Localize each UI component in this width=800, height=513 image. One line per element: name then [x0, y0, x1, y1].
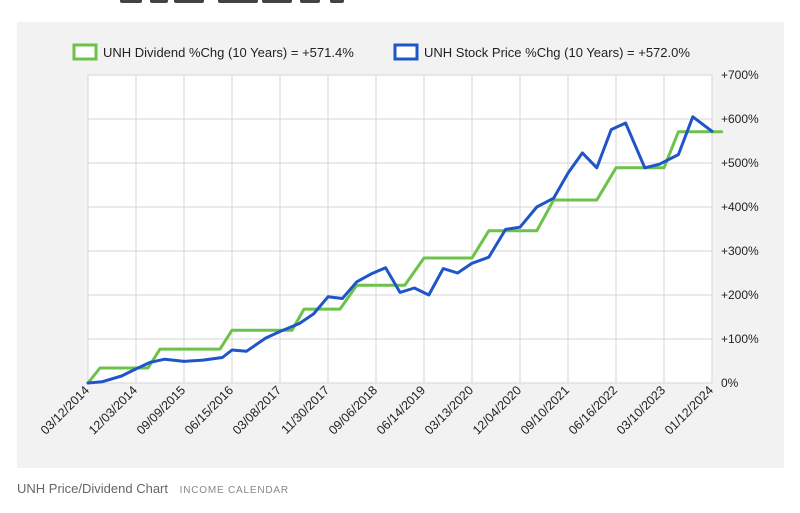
- y-tick-label: +300%: [721, 244, 759, 258]
- y-tick-label: +700%: [721, 68, 759, 82]
- x-tick-label: 01/12/2024: [662, 383, 716, 437]
- caption-title: UNH Price/Dividend Chart: [17, 481, 168, 496]
- y-tick-label: 0%: [721, 376, 739, 390]
- y-tick-label: +500%: [721, 156, 759, 170]
- legend-swatch-dividend: [72, 43, 98, 61]
- x-tick-label: 11/30/2017: [279, 383, 333, 437]
- x-tick-label: 09/06/2018: [326, 383, 380, 437]
- legend-label-price: UNH Stock Price %Chg (10 Years) = +572.0…: [424, 45, 690, 60]
- x-tick-label: 09/10/2021: [518, 383, 572, 437]
- legend: UNH Dividend %Chg (10 Years) = +571.4% U…: [72, 43, 690, 61]
- y-tick-label: +600%: [721, 112, 759, 126]
- y-tick-label: +400%: [721, 200, 759, 214]
- x-tick-label: 06/14/2019: [374, 383, 428, 437]
- x-tick-label: 06/15/2016: [182, 383, 236, 437]
- chart-caption: UNH Price/Dividend Chart INCOME CALENDAR: [17, 481, 289, 496]
- price-series-line: [86, 115, 714, 385]
- x-tick-label: 03/08/2017: [230, 383, 284, 437]
- legend-swatch-price: [393, 43, 419, 61]
- y-axis-ticks: 0% +100% +200% +300% +400% +500% +600% +700%: [721, 68, 759, 390]
- x-axis-ticks: 03/12/201412/03/201409/09/201506/15/2016…: [38, 383, 716, 437]
- x-tick-label: 09/09/2015: [134, 383, 188, 437]
- y-tick-label: +200%: [721, 288, 759, 302]
- x-tick-label: 12/03/2014: [86, 383, 140, 437]
- x-tick-label: 03/10/2023: [614, 383, 668, 437]
- x-tick-label: 03/13/2020: [422, 383, 476, 437]
- gridlines: [87, 74, 713, 384]
- plot-frame: [87, 74, 713, 384]
- dividend-series-line: [86, 130, 724, 385]
- legend-label-dividend: UNH Dividend %Chg (10 Years) = +571.4%: [103, 45, 354, 60]
- price-dividend-chart: 0% +100% +200% +300% +400% +500% +600% +700% 03…: [38, 43, 759, 437]
- caption-source: INCOME CALENDAR: [179, 485, 289, 496]
- y-tick-label: +100%: [721, 332, 759, 346]
- x-tick-label: 12/04/2020: [470, 383, 524, 437]
- cropped-header-fragment: [0, 0, 800, 12]
- x-tick-label: 03/12/2014: [38, 383, 92, 437]
- series-layer: [86, 115, 724, 385]
- x-tick-label: 06/16/2022: [566, 383, 620, 437]
